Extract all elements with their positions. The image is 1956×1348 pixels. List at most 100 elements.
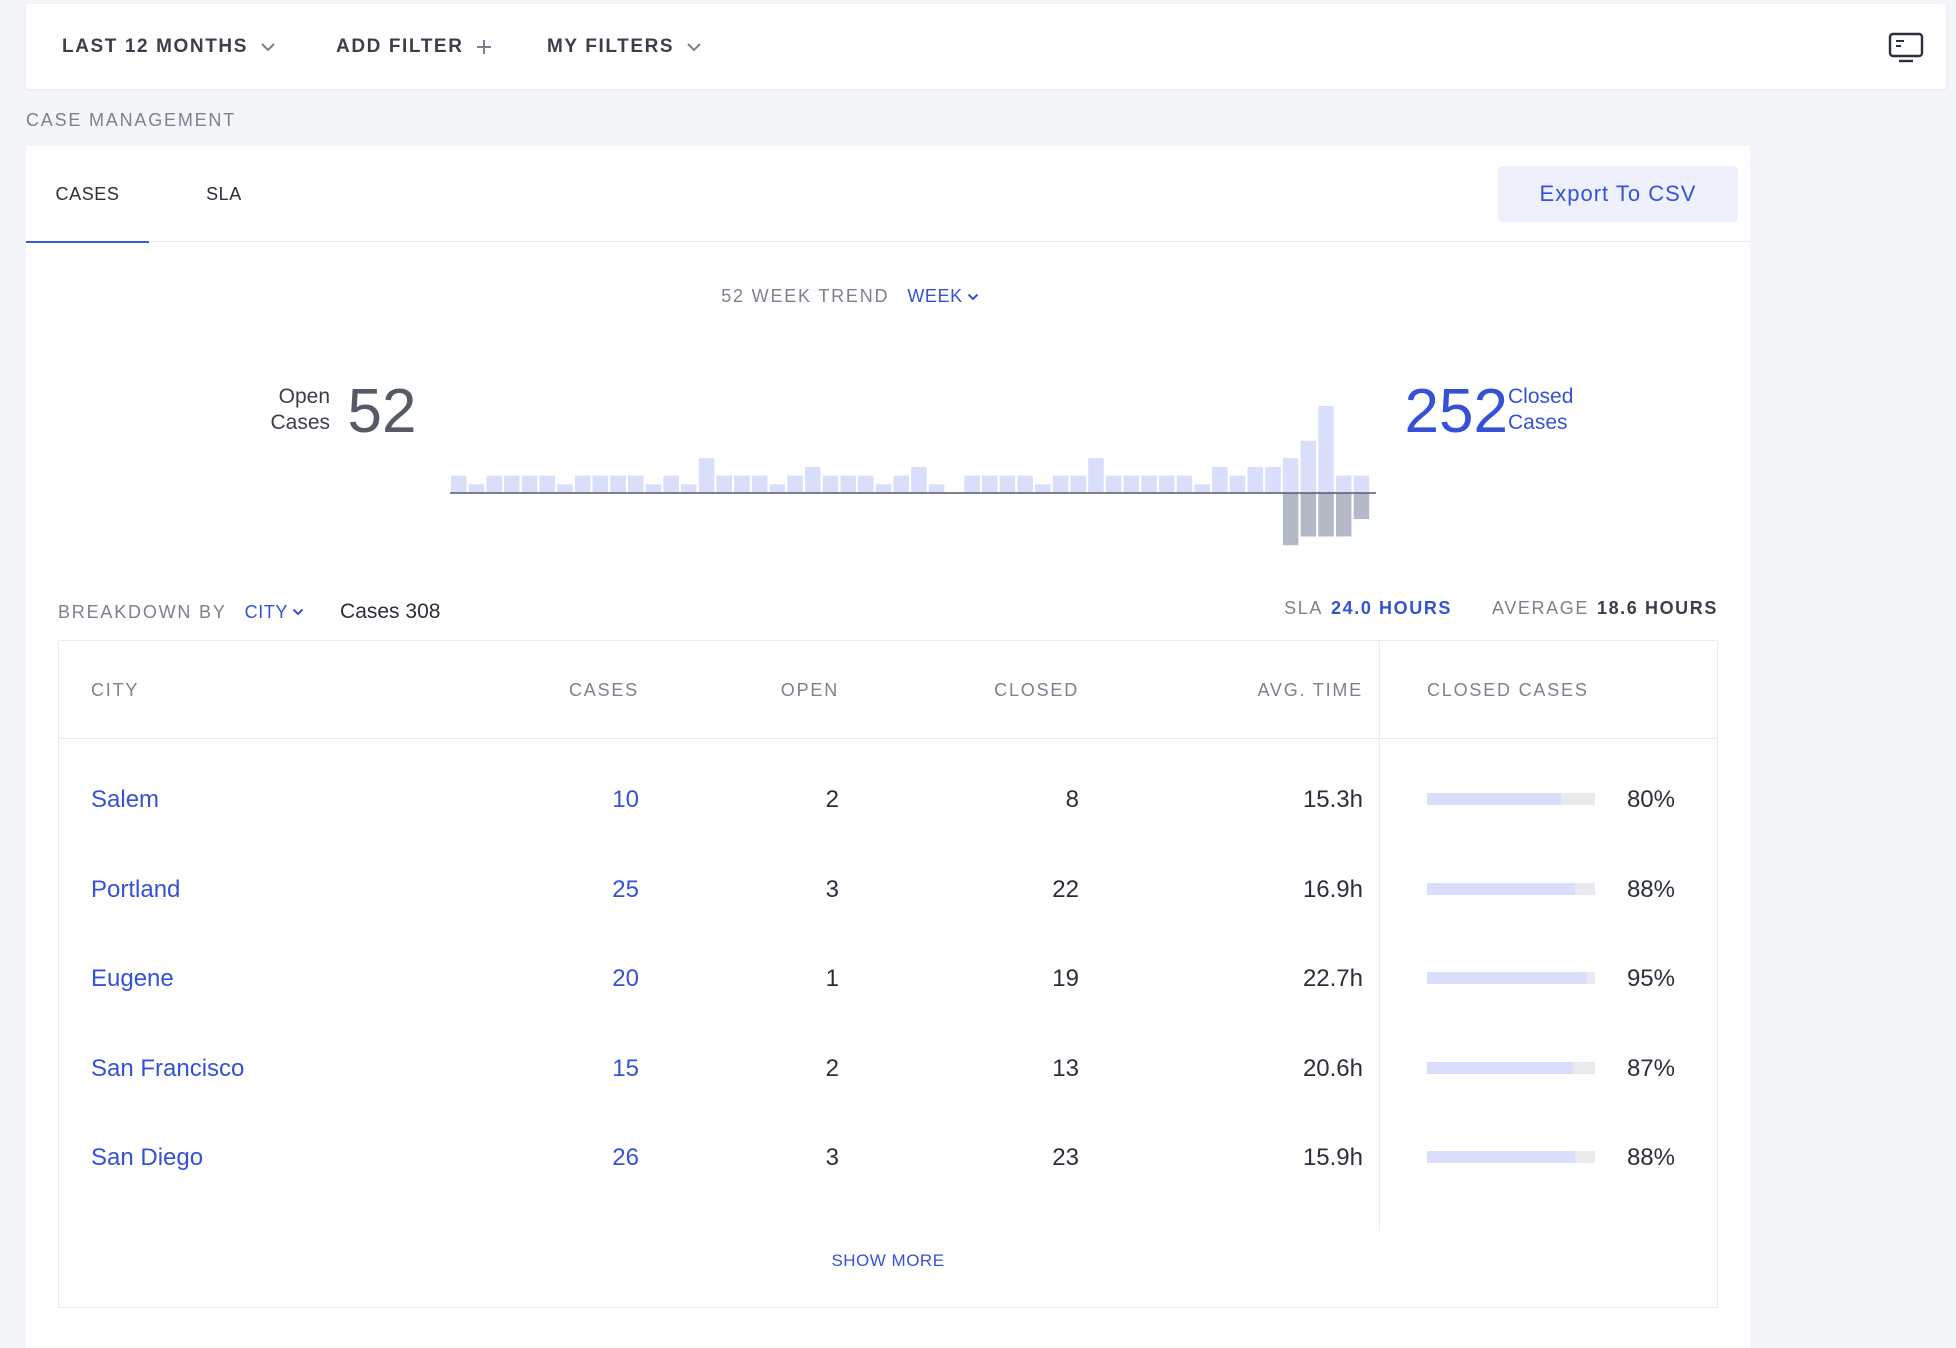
trend-bar-open[interactable]	[698, 458, 715, 493]
city-cell[interactable]: Eugene	[91, 965, 174, 992]
trend-bar-open[interactable]	[1265, 466, 1281, 493]
city-cell[interactable]: Salem	[91, 786, 160, 813]
monitor-icon[interactable]	[1888, 32, 1924, 64]
trend-bar-open[interactable]	[928, 484, 945, 493]
trend-bar-closed[interactable]	[1336, 493, 1352, 537]
trend-bar-open[interactable]	[468, 484, 485, 493]
trend-bar-open[interactable]	[1212, 466, 1228, 493]
header-closed[interactable]: CLOSED	[994, 680, 1079, 700]
trend-title: 52 WEEK TREND	[721, 286, 890, 306]
trend-bar-open[interactable]	[751, 475, 768, 493]
trend-bar-closed[interactable]	[1300, 493, 1317, 537]
trend-bar-open[interactable]	[787, 475, 803, 493]
avg-time-cell: 20.6h	[1302, 1054, 1363, 1082]
trend-bar-open[interactable]	[574, 475, 591, 493]
trend-bar-open[interactable]	[858, 475, 874, 493]
open-cases-label: Open Cases	[222, 384, 330, 436]
open-cell: 3	[825, 875, 839, 903]
trend-bar-open[interactable]	[769, 484, 786, 493]
trend-bar-open[interactable]	[1353, 475, 1370, 493]
trend-bar-open[interactable]	[628, 475, 644, 493]
trend-bar-open[interactable]	[592, 475, 609, 493]
header-closed-cases[interactable]: CLOSED CASES	[1427, 680, 1589, 700]
tab-sla[interactable]: SLA	[174, 146, 274, 242]
trend-bar-open[interactable]	[1282, 458, 1299, 493]
cases-cell[interactable]: 25	[612, 875, 639, 903]
trend-bar-open[interactable]	[982, 475, 998, 493]
header-cases[interactable]: CASES	[568, 680, 639, 700]
avg-time-cell: 15.3h	[1302, 786, 1363, 813]
trend-bar-open[interactable]	[734, 475, 750, 493]
closed-progress-bar	[1427, 882, 1595, 895]
trend-bar-open[interactable]	[716, 475, 733, 493]
trend-bar-open[interactable]	[1194, 484, 1210, 493]
trend-bar-open[interactable]	[1300, 440, 1317, 493]
trend-bar-open[interactable]	[805, 466, 821, 493]
trend-bar-open[interactable]	[911, 466, 927, 493]
trend-bar-open[interactable]	[486, 475, 502, 493]
granularity-dropdown[interactable]: WEEK	[907, 286, 978, 307]
trend-bar-open[interactable]	[1052, 475, 1069, 493]
trend-bar-closed[interactable]	[1318, 493, 1334, 537]
header-avg-time[interactable]: AVG. TIME	[1257, 680, 1363, 700]
trend-bar-open[interactable]	[822, 475, 839, 493]
chevron-down-icon	[967, 293, 979, 301]
chevron-down-icon	[292, 608, 304, 616]
city-cell[interactable]: San Francisco	[91, 1054, 245, 1082]
export-csv-button[interactable]: Export To CSV	[1498, 166, 1738, 222]
closed-label-line-1: Closed	[1508, 385, 1574, 408]
header-city[interactable]: CITY	[91, 680, 140, 700]
period-filter[interactable]: LAST 12 MONTHS	[62, 4, 276, 89]
my-filters-dropdown[interactable]: MY FILTERS	[547, 4, 702, 89]
trend-bar-open[interactable]	[1088, 458, 1104, 493]
closed-progress-fill	[1427, 1151, 1575, 1163]
trend-bar-open[interactable]	[1247, 466, 1264, 493]
cases-cell[interactable]: 15	[612, 1054, 639, 1082]
tab-cases[interactable]: CASES	[26, 146, 149, 243]
city-breakdown-table: CITY CASES OPEN CLOSED AVG. TIME CLOSED …	[58, 640, 1718, 1308]
trend-bar-open[interactable]	[893, 475, 910, 493]
show-more-button[interactable]: SHOW MORE	[831, 1251, 945, 1270]
trend-bar-closed[interactable]	[1353, 493, 1370, 520]
trend-bar-open[interactable]	[1176, 475, 1193, 493]
closed-percent-cell: 95%	[1626, 965, 1675, 992]
trend-bar-open[interactable]	[610, 475, 626, 493]
trend-bar-open[interactable]	[1318, 406, 1334, 493]
trend-bar-open[interactable]	[645, 484, 662, 493]
cases-cell[interactable]: 26	[612, 1144, 639, 1171]
add-filter-button[interactable]: ADD FILTER	[336, 4, 492, 89]
trend-bar-open[interactable]	[1017, 475, 1033, 493]
trend-bar-open[interactable]	[1141, 475, 1157, 493]
trend-bar-open[interactable]	[999, 475, 1016, 493]
trend-bar-open[interactable]	[1229, 475, 1246, 493]
header-open[interactable]: OPEN	[780, 680, 839, 700]
trend-bar-open[interactable]	[681, 484, 697, 493]
cases-cell[interactable]: 20	[612, 965, 639, 992]
closed-cases-count: 252	[1404, 377, 1508, 446]
trend-bar-open[interactable]	[875, 484, 892, 493]
trend-bar-open[interactable]	[557, 484, 573, 493]
sla-value: 24.0 HOURS	[1331, 598, 1453, 618]
trend-bar-open[interactable]	[1159, 475, 1175, 493]
cases-cell[interactable]: 10	[612, 786, 639, 813]
trend-bar-open[interactable]	[663, 475, 679, 493]
trend-bar-open[interactable]	[1336, 475, 1352, 493]
city-cell[interactable]: Portland	[91, 875, 181, 903]
closed-label-line-2: Cases	[1508, 411, 1568, 434]
trend-bar-open[interactable]	[1070, 475, 1087, 493]
breakdown-dimension-dropdown[interactable]: CITY	[245, 602, 304, 623]
trend-bar-open[interactable]	[840, 475, 856, 493]
trend-bar-open[interactable]	[1105, 475, 1122, 493]
tab-bar: CASES SLA Export To CSV	[26, 146, 1750, 243]
trend-bar-open[interactable]	[1123, 475, 1140, 493]
closed-percent-cell: 87%	[1626, 1054, 1675, 1082]
trend-bar-closed[interactable]	[1282, 493, 1299, 546]
trend-bar-open[interactable]	[539, 475, 556, 493]
trend-bar-open[interactable]	[451, 475, 467, 493]
open-label-line-1: Open	[278, 385, 330, 408]
city-cell[interactable]: San Diego	[91, 1144, 204, 1171]
trend-bar-open[interactable]	[504, 475, 520, 493]
trend-bar-open[interactable]	[964, 475, 980, 493]
trend-bar-open[interactable]	[521, 475, 538, 493]
trend-bar-open[interactable]	[1035, 484, 1051, 493]
